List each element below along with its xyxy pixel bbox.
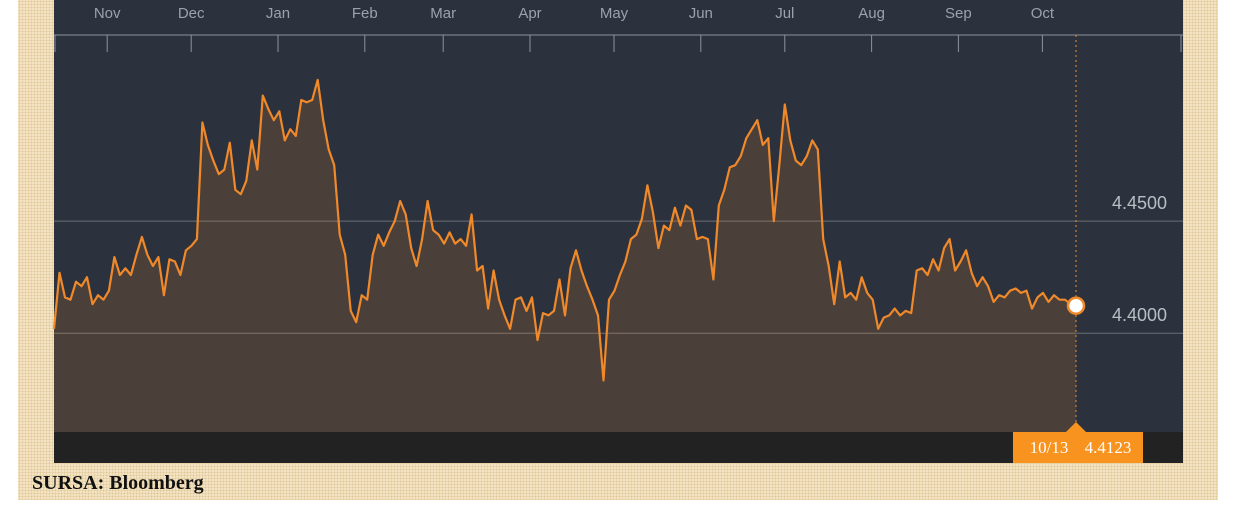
area xyxy=(54,79,1076,433)
line xyxy=(52,78,1077,382)
x-tick-label: Aug xyxy=(858,5,885,22)
end-date: 10/13 xyxy=(1030,438,1069,457)
bottom-bar xyxy=(54,432,1183,463)
source: SURSA: Bloomberg xyxy=(32,472,204,494)
x-tick-label: Sep xyxy=(945,5,972,22)
plot-background xyxy=(54,0,1183,432)
end-marker xyxy=(1066,422,1086,432)
x-tick-label: Feb xyxy=(352,5,378,22)
x-tick-label: Nov xyxy=(94,5,121,22)
y-tick-label: 4.4000 xyxy=(1112,305,1167,325)
x-tick-label: Mar xyxy=(430,5,456,22)
end-point xyxy=(1066,296,1086,315)
x-tick-label: May xyxy=(600,5,629,22)
end-label-box xyxy=(1013,432,1143,463)
x-tick-label: Jun xyxy=(689,5,713,22)
end-value: 4.4123 xyxy=(1085,438,1132,457)
y-tick-label: 4.4500 xyxy=(1112,193,1167,213)
x-tick-label: Apr xyxy=(518,5,541,22)
x-tick-label: Jan xyxy=(266,5,290,22)
x-tick-label: Oct xyxy=(1031,5,1055,22)
x-tick-label: Jul xyxy=(775,5,794,22)
x-tick-label: Dec xyxy=(178,5,205,22)
